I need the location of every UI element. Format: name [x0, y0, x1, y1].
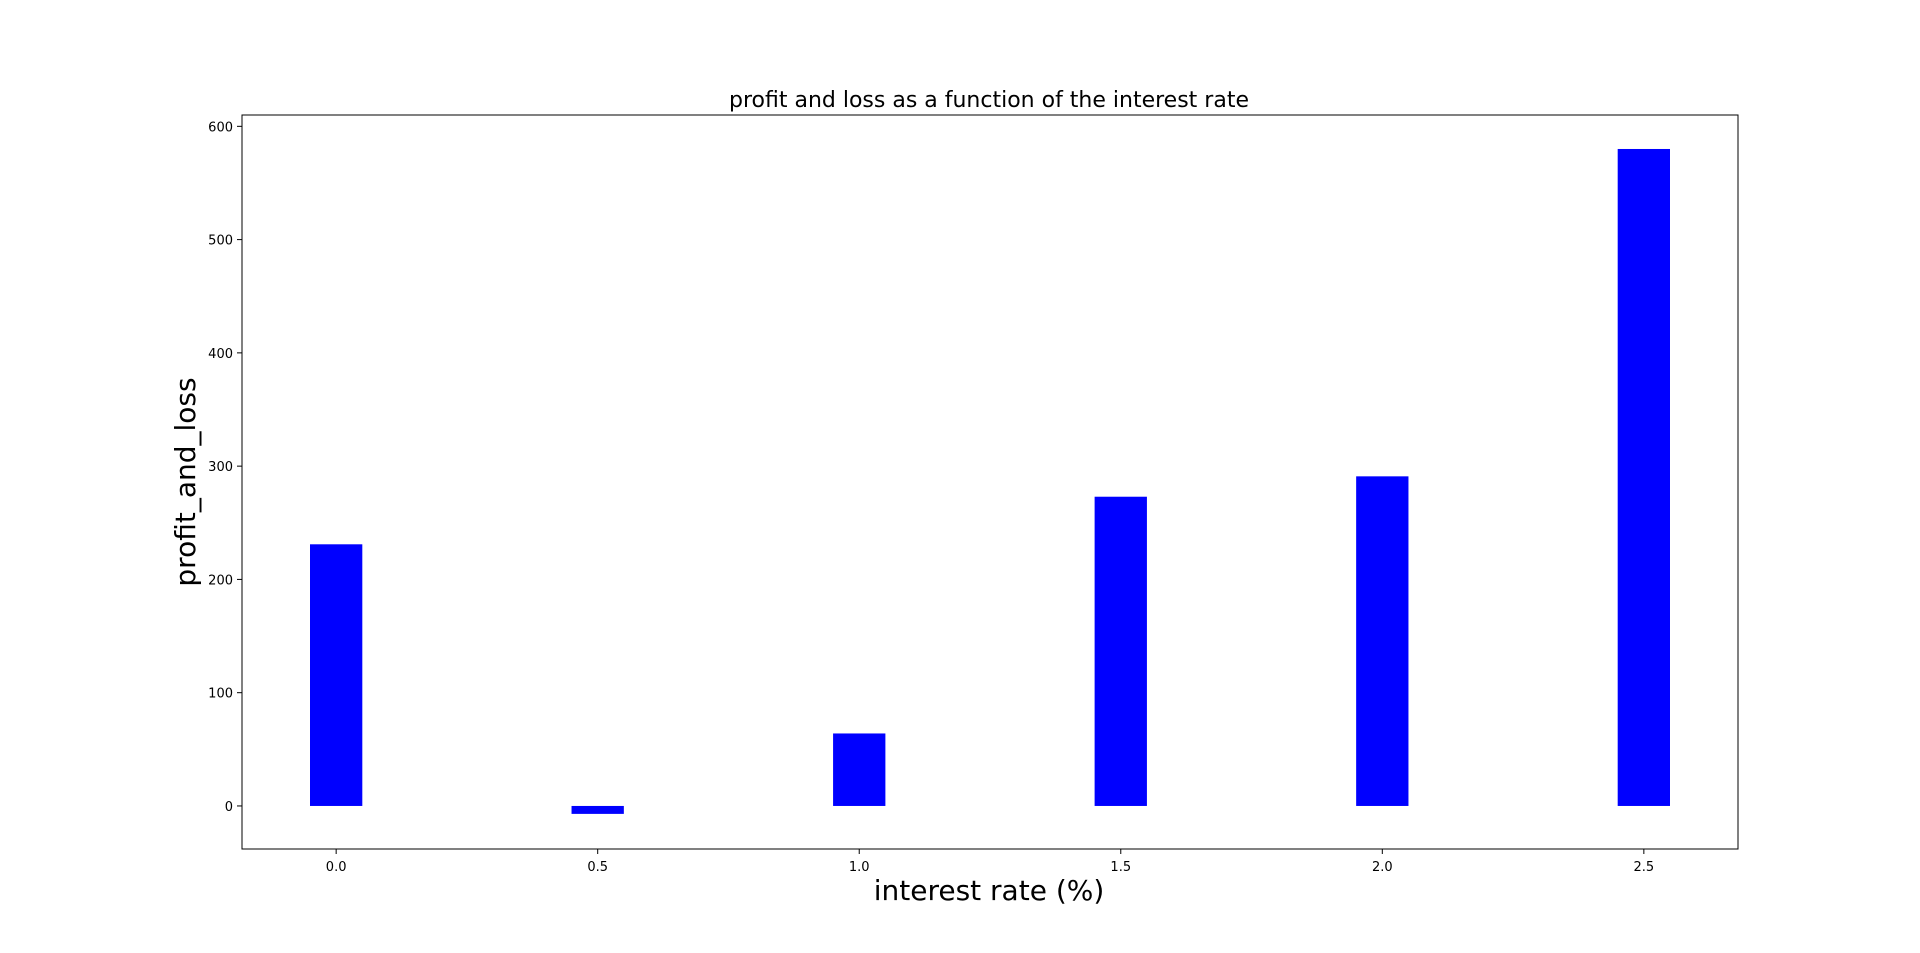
y-tick-label: 100 — [208, 687, 233, 702]
y-axis-ticks: 0 100 200 300 400 500 600 — [208, 120, 242, 815]
bar-2.0 — [1356, 476, 1409, 806]
bars-layer — [310, 148, 1670, 814]
plot-area-frame — [241, 114, 1739, 850]
bar-0.5 — [571, 805, 624, 814]
y-tick-label: 200 — [208, 573, 233, 588]
bar-2.5 — [1617, 148, 1670, 806]
x-axis-ticks: 0.0 0.5 1.0 1.5 2.0 2.5 — [326, 849, 1654, 875]
y-tick-label: 600 — [208, 120, 233, 135]
x-tick-label: 0.5 — [587, 860, 608, 875]
x-tick-label: 2.0 — [1372, 860, 1393, 875]
bar-0.0 — [310, 544, 363, 806]
x-axis-label: interest rate (%) — [874, 874, 1105, 907]
x-tick-label: 2.5 — [1634, 860, 1655, 875]
chart-title: profit and loss as a function of the int… — [729, 88, 1249, 113]
y-tick-label: 300 — [208, 460, 233, 475]
x-tick-label: 1.5 — [1110, 860, 1131, 875]
bar-1.5 — [1094, 496, 1147, 806]
y-tick-label: 500 — [208, 234, 233, 249]
y-tick-label: 400 — [208, 347, 233, 362]
bar-1.0 — [833, 733, 886, 806]
x-tick-label: 0.0 — [326, 860, 347, 875]
x-tick-label: 1.0 — [849, 860, 870, 875]
y-tick-label: 0 — [225, 800, 233, 815]
y-axis-label: profit_and_loss — [169, 377, 202, 586]
